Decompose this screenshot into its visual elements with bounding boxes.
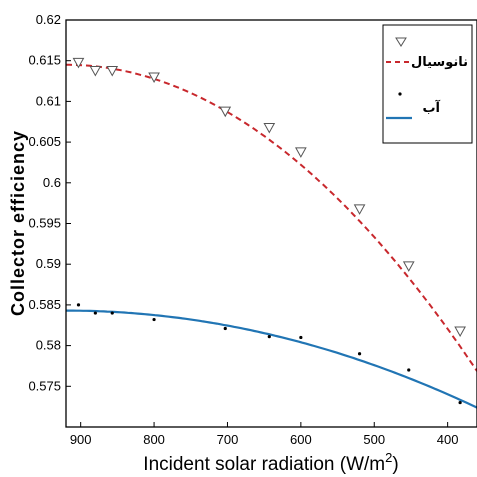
x-tick-label: 900 bbox=[70, 432, 92, 447]
x-tick-label: 800 bbox=[143, 432, 165, 447]
data-point-series-1 bbox=[110, 311, 114, 315]
y-axis-title: Collector efficiency bbox=[8, 130, 28, 316]
x-axis-title-close: ) bbox=[392, 454, 398, 475]
data-point-series-0 bbox=[263, 122, 276, 134]
y-tick-label: 0.58 bbox=[36, 338, 61, 353]
data-point-series-0 bbox=[353, 204, 366, 215]
y-tick-label: 0.595 bbox=[28, 216, 61, 231]
fit-line-series-1 bbox=[66, 309, 477, 409]
data-point-series-1 bbox=[299, 335, 303, 340]
data-point-series-1 bbox=[223, 326, 227, 331]
x-axis-title: Incident solar radiation (W/m2) bbox=[143, 450, 398, 475]
y-tick-label: 0.61 bbox=[36, 93, 61, 108]
legend-label-nanofluid: نانوسیال bbox=[411, 55, 468, 70]
data-point-series-0 bbox=[454, 326, 466, 337]
data-point-series-0 bbox=[72, 57, 85, 69]
data-point-series-1 bbox=[357, 352, 362, 356]
fit-line-series-0 bbox=[66, 63, 477, 372]
data-point-series-0 bbox=[148, 72, 160, 84]
series-layer bbox=[66, 63, 477, 409]
y-tick-label: 0.615 bbox=[28, 53, 61, 68]
data-point-series-1 bbox=[93, 311, 97, 315]
y-tick-label: 0.62 bbox=[36, 12, 61, 27]
data-point-series-0 bbox=[295, 147, 307, 158]
x-tick-label: 700 bbox=[217, 432, 239, 447]
y-tick-label: 0.605 bbox=[28, 134, 61, 149]
x-tick-label: 600 bbox=[290, 432, 312, 447]
x-axis-title-sup: 2 bbox=[385, 450, 392, 465]
data-point-series-1 bbox=[407, 368, 411, 372]
x-axis-title-main: Incident solar radiation (W/m bbox=[143, 454, 385, 475]
legend-label-water: آب bbox=[422, 99, 440, 116]
data-point-series-0 bbox=[106, 65, 119, 77]
x-tick-label: 500 bbox=[363, 432, 385, 447]
data-point-series-0 bbox=[402, 261, 415, 272]
data-point-series-1 bbox=[267, 335, 271, 339]
y-tick-label: 0.585 bbox=[28, 297, 61, 312]
y-tick-label: 0.575 bbox=[28, 378, 61, 393]
data-point-series-0 bbox=[89, 65, 102, 77]
data-point-series-1 bbox=[76, 303, 81, 307]
y-tick-label: 0.59 bbox=[36, 256, 61, 271]
legend-box bbox=[382, 24, 473, 144]
legend: نانوسیال آب bbox=[382, 24, 473, 144]
data-point-series-1 bbox=[152, 317, 156, 322]
data-point-series-1 bbox=[458, 400, 462, 405]
x-tick-label: 400 bbox=[437, 432, 459, 447]
tick-layer: 900 800 700 600 500 400 0.575 0.58 0.585 0.59 0.59… bbox=[28, 12, 458, 447]
marker-layer bbox=[72, 57, 466, 405]
y-tick-label: 0.6 bbox=[43, 175, 61, 190]
legend-marker-water bbox=[398, 92, 402, 96]
legend-marker-nanofluid bbox=[395, 37, 407, 47]
data-point-series-0 bbox=[219, 106, 232, 118]
